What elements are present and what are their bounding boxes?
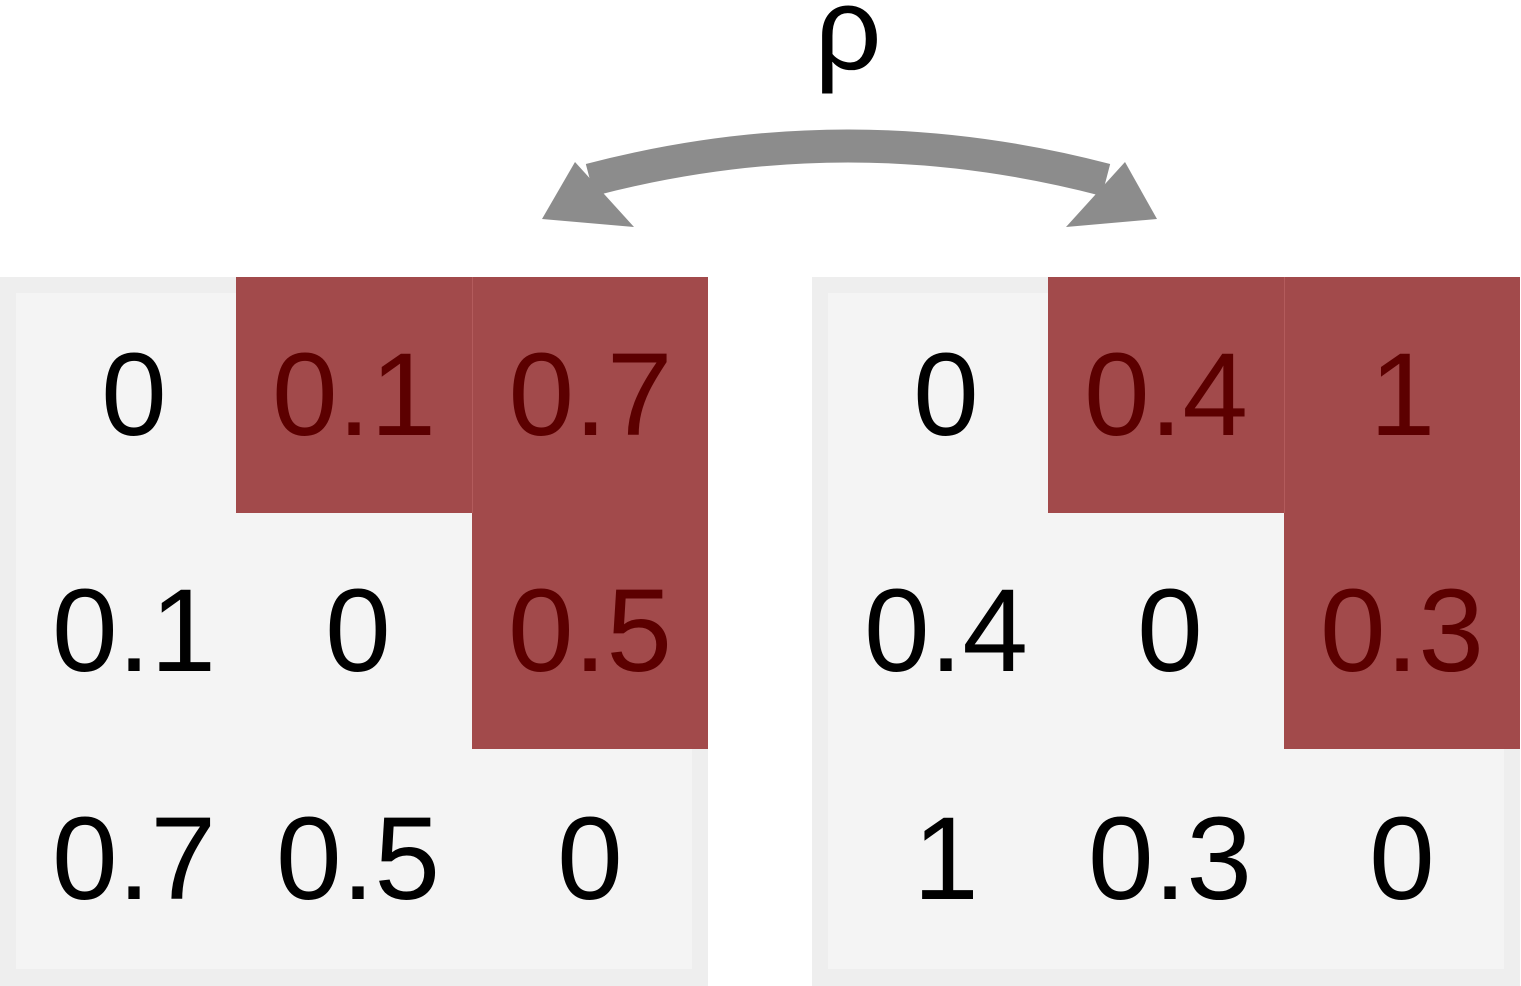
cell-r3-c1: 0.7 [51,793,217,925]
matrix-right: 0 0.4 1 0.4 0 0.3 1 0.3 0 [812,277,1520,986]
cell-r1-c1: 0 [101,329,167,461]
cell-r3-c3: 0 [557,793,623,925]
cell-r3-c2: 0.3 [1087,793,1253,925]
cell-r1-c1: 0 [913,329,979,461]
cell-r1-c2: 0.1 [236,277,472,513]
cell-r1-c3: 0.7 [472,277,708,513]
cell-r3-c3: 0 [1369,793,1435,925]
cell-r2-c1: 0.1 [51,565,217,697]
cell-r3-c1: 1 [913,793,979,925]
cell-r1-c3: 1 [1284,277,1520,513]
cell-r2-c3: 0.3 [1284,513,1520,749]
cell-r2-c1: 0.4 [863,565,1029,697]
cell-r3-c2: 0.5 [275,793,441,925]
cell-r2-c2: 0 [325,565,391,697]
matrix-left: 0 0.1 0.7 0.1 0 0.5 0.7 0.5 0 [0,277,708,986]
double-arrow-icon [542,129,1157,227]
cell-r2-c2: 0 [1137,565,1203,697]
cell-r2-c3: 0.5 [472,513,708,749]
cell-r1-c2: 0.4 [1048,277,1284,513]
rho-symbol: ρ [814,0,882,95]
